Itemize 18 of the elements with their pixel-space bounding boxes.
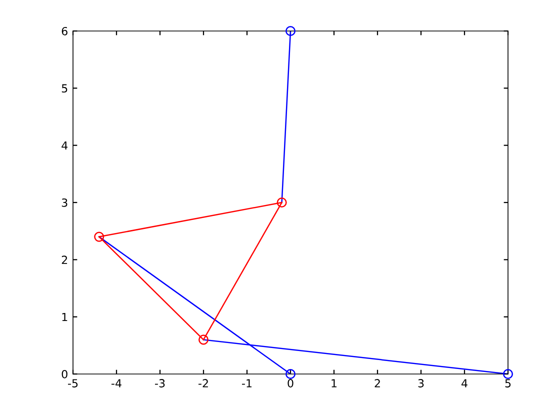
x-tick-label: 2 — [374, 379, 380, 388]
x-tick-label: 0 — [288, 379, 294, 388]
y-tick-label: 5 — [62, 84, 68, 93]
y-tick-label: 0 — [62, 370, 68, 378]
x-tick-label: 1 — [332, 379, 337, 388]
x-tick-label: 3 — [418, 379, 424, 388]
x-tick-label: 5 — [505, 379, 511, 388]
x-tick-label: -4 — [112, 379, 122, 388]
x-tick-label: -3 — [155, 379, 165, 388]
y-tick-label: 3 — [62, 198, 68, 207]
y-tick-label: 6 — [62, 26, 68, 36]
y-tick-label: 4 — [62, 141, 68, 150]
y-tick-label: 1 — [62, 312, 68, 322]
x-tick-label: -5 — [68, 379, 78, 388]
x-tick-label: -1 — [242, 379, 252, 388]
x-tick-label: -2 — [198, 379, 208, 388]
y-tick-label: 2 — [62, 256, 68, 264]
x-tick-label: 4 — [462, 379, 468, 388]
